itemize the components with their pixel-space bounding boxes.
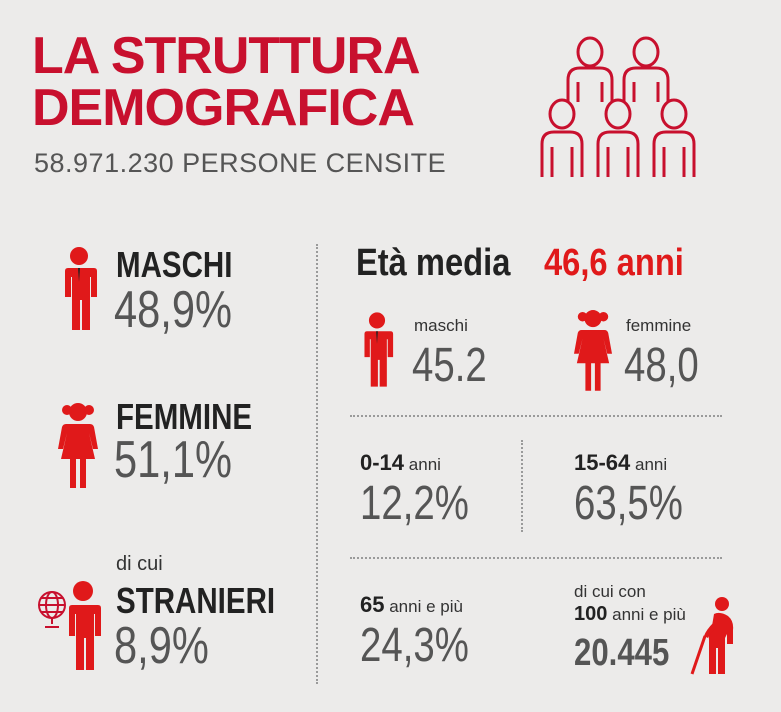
- subtitle: 58.971.230 PERSONE CENSITE: [34, 148, 447, 178]
- page-title: LA STRUTTURA DEMOGRAFICA: [32, 27, 421, 137]
- group-15-64-label: 15-64 anni: [574, 450, 667, 476]
- group-100-range: 100: [574, 603, 608, 625]
- column-divider: [316, 244, 318, 684]
- group-65-value: 24,3%: [360, 619, 469, 672]
- female-age-icon: [574, 306, 612, 392]
- group-100-value: 20.445: [574, 632, 670, 674]
- male-age-label: maschi: [414, 316, 468, 335]
- foreigners-label: STRANIERI: [116, 580, 276, 621]
- group-15-64-value: 63,5%: [574, 477, 683, 530]
- group-15-64-unit: anni: [635, 455, 668, 474]
- females-label: FEMMINE: [116, 396, 253, 437]
- group-15-64-range: 15-64: [574, 450, 631, 475]
- male-icon: [60, 246, 98, 332]
- people-group-icon: [540, 32, 700, 182]
- male-age-value: 45.2: [412, 339, 487, 392]
- foreigners-prefix: di cui: [116, 553, 163, 575]
- row-divider-1: [350, 415, 722, 417]
- average-age-value: 46,6 anni: [544, 242, 684, 284]
- group-65-label: 65 anni e più: [360, 592, 463, 618]
- males-percentage: 48,9%: [114, 281, 232, 339]
- row-divider-2: [350, 557, 722, 559]
- group-65-unit: anni e più: [389, 597, 463, 616]
- group-0-14-unit: anni: [408, 455, 441, 474]
- group-100-unit: anni e più: [612, 605, 686, 624]
- group-100-prefix: di cui con: [574, 582, 646, 601]
- females-percentage: 51,1%: [114, 431, 232, 489]
- elderly-icon: [688, 596, 748, 676]
- group-0-14-label: 0-14 anni: [360, 450, 441, 476]
- males-label: MASCHI: [116, 244, 233, 285]
- average-age-label: Età media: [356, 242, 511, 284]
- group-divider-1: [521, 440, 523, 532]
- male-age-icon: [360, 308, 394, 392]
- foreigner-person-icon: [64, 580, 102, 672]
- title-line-1: LA STRUTTURA: [32, 27, 421, 85]
- title-line-2: DEMOGRAFICA: [32, 79, 415, 137]
- foreigners-percentage: 8,9%: [114, 617, 209, 675]
- globe-icon: [36, 588, 70, 630]
- group-0-14-range: 0-14: [360, 450, 405, 475]
- group-65-range: 65: [360, 592, 385, 617]
- group-0-14-value: 12,2%: [360, 477, 469, 530]
- group-100-label: 100 anni e più: [574, 603, 686, 626]
- female-age-label: femmine: [626, 316, 692, 335]
- female-age-value: 48,0: [624, 339, 699, 392]
- female-icon: [58, 400, 98, 488]
